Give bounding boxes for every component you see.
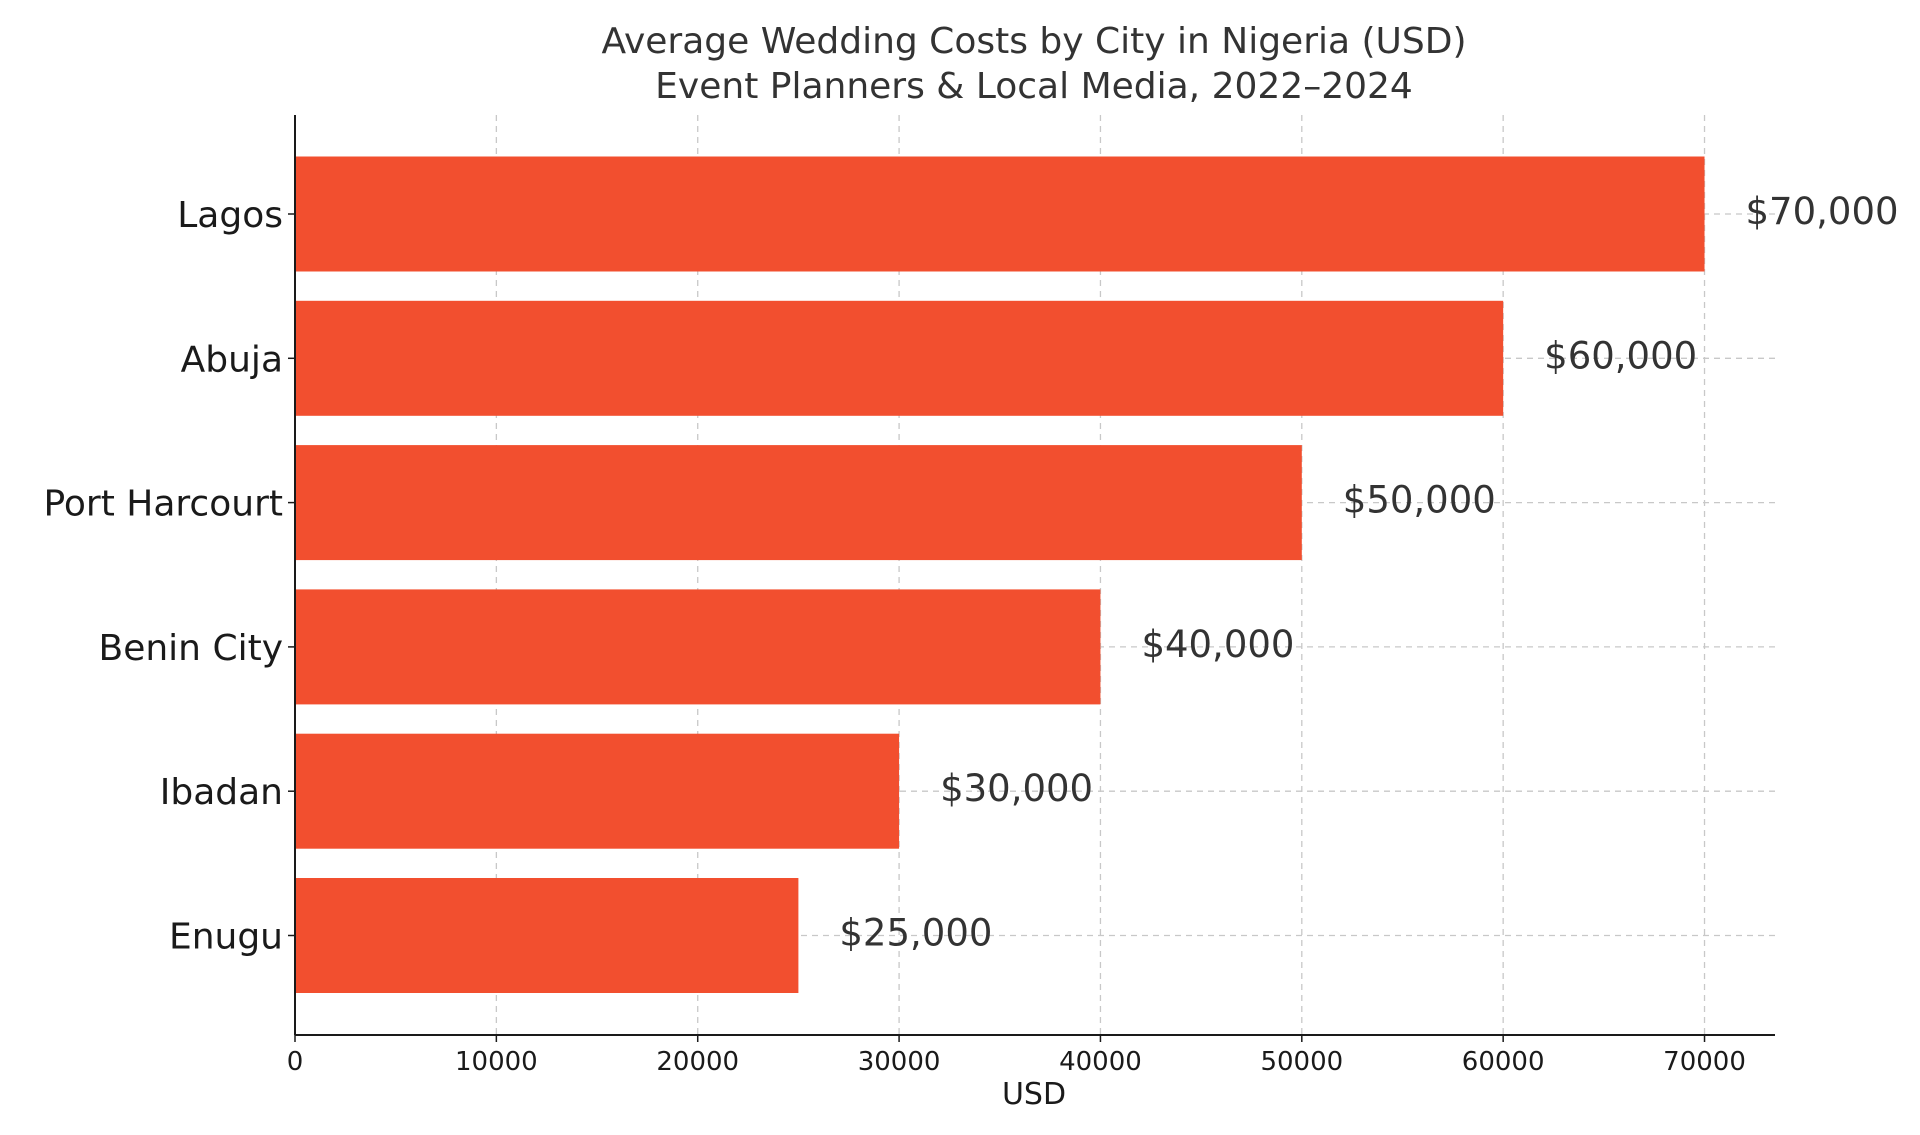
bar [295,445,1302,561]
category-label: Port Harcourt [43,484,283,525]
bar [295,156,1705,272]
data-label: $50,000 [1343,479,1496,522]
chart-title: Average Wedding Costs by City in Nigeria… [601,21,1466,62]
bar [295,878,799,993]
data-label: $70,000 [1746,190,1899,233]
category-label: Benin City [99,628,283,669]
category-label: Lagos [177,195,283,236]
chart-subtitle: Event Planners & Local Media, 2022–2024 [655,66,1413,107]
data-label: $30,000 [940,767,1093,810]
x-tick-label: 40000 [1059,1047,1142,1077]
x-axis-label: USD [1002,1077,1066,1112]
x-tick-label: 20000 [656,1047,739,1077]
bar [295,300,1504,416]
x-tick-label: 30000 [858,1047,941,1077]
category-label: Abuja [181,339,283,380]
bars [295,156,1705,993]
labels: 0 10000 20000 30000 40000 50000 60000 70000 Lago… [43,190,1898,1077]
x-tick-label: 70000 [1663,1047,1746,1077]
x-tick-label: 60000 [1462,1047,1545,1077]
bar [295,589,1101,705]
data-label: $60,000 [1544,334,1697,377]
category-label: Enugu [169,917,283,958]
x-tick-label: 50000 [1260,1047,1343,1077]
x-tick-label: 0 [287,1047,304,1077]
x-tick-label: 10000 [455,1047,538,1077]
bar [295,733,900,849]
data-label: $25,000 [839,912,992,955]
axes [288,115,1775,1042]
data-label: $40,000 [1141,623,1294,666]
category-label: Ibadan [160,772,283,813]
